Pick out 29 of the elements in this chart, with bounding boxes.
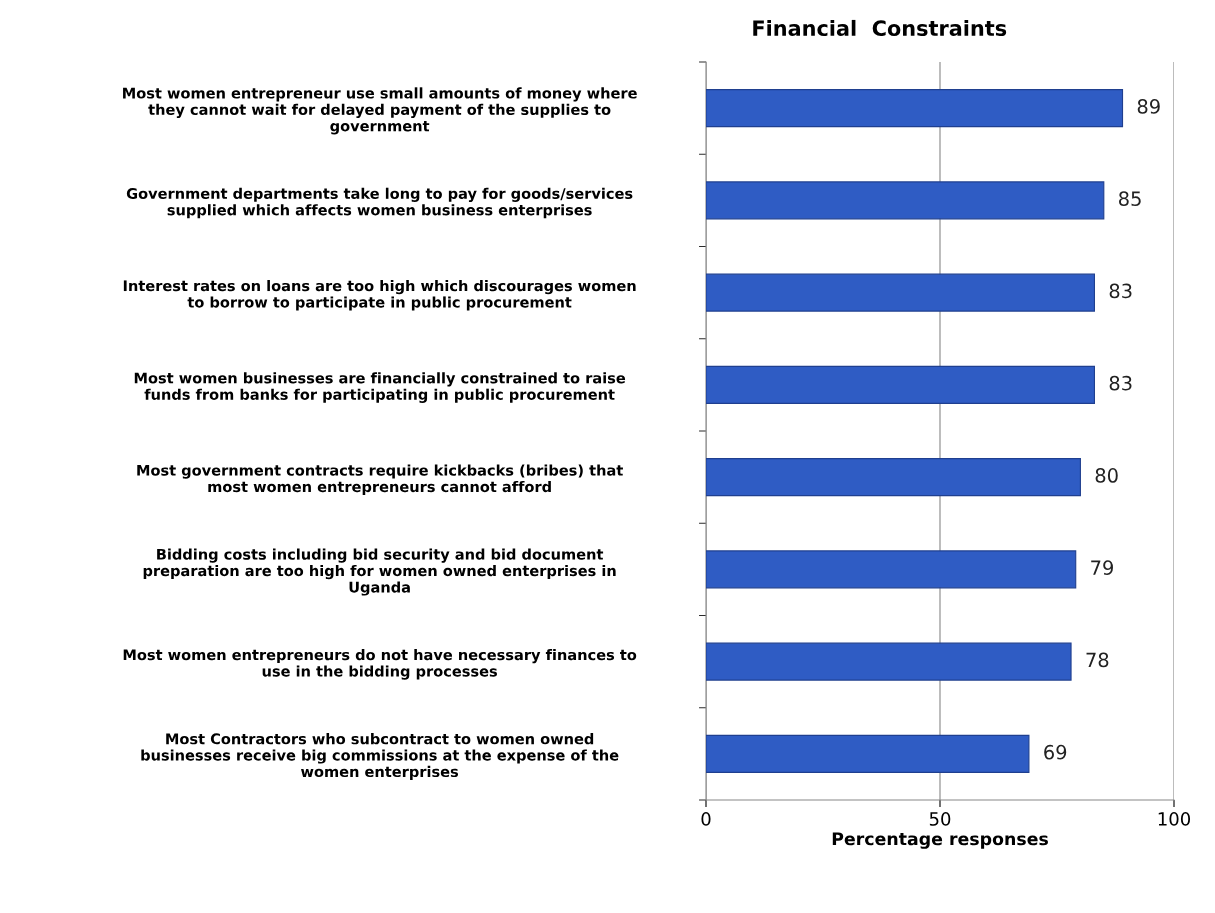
bar: [706, 89, 1124, 128]
bar: [706, 181, 1105, 220]
y-tick-label: Bidding costs including bid security and bid document preparation are too high for women owned enterprises in Uganda: [143, 548, 616, 596]
y-tick-label: Government departments take long to pay for goods/services supplied which affects women business enterprises: [126, 187, 633, 219]
data-label: 69: [1044, 744, 1067, 760]
x-axis-title: Percentage responses: [832, 832, 1048, 849]
bar: [706, 273, 1095, 312]
chart-title: Financial Constraints: [753, 19, 1007, 37]
x-tick-label: 50: [929, 812, 951, 826]
y-tick-label: Interest rates on loans are too high which discourages women to borrow to participate in public procurement: [123, 279, 636, 311]
bar: [706, 458, 1081, 497]
data-label: 89: [1137, 99, 1160, 114]
x-tick-label: 0: [701, 812, 711, 826]
y-tick-label: Most women entrepreneurs do not have necessary finances to use in the bidding processes: [123, 648, 637, 680]
data-label: 83: [1109, 283, 1132, 299]
bar: [706, 642, 1072, 681]
bar: [706, 365, 1095, 404]
y-tick-label: Most women entrepreneur use small amounts of money where they cannot wait for delayed payment of the supplies to government: [123, 87, 637, 135]
x-tick-label: 100: [1158, 812, 1191, 826]
y-tick-label: Most government contracts require kickbacks (bribes) that most women entrepreneurs cannot afford: [137, 464, 623, 496]
y-tick-label: Most women businesses are financially constrained to raise funds from banks for participating in public procurement: [134, 372, 626, 403]
data-label: 83: [1109, 375, 1132, 391]
data-label: 78: [1086, 652, 1109, 668]
bar: [706, 734, 1030, 773]
data-label: 85: [1119, 191, 1141, 207]
y-tick-label: Most Contractors who subcontract to women owned businesses receive big commissions at the expense of the women enterprises: [141, 733, 619, 780]
data-label: 80: [1095, 468, 1118, 483]
bar: [706, 550, 1077, 589]
data-label: 79: [1091, 560, 1113, 576]
